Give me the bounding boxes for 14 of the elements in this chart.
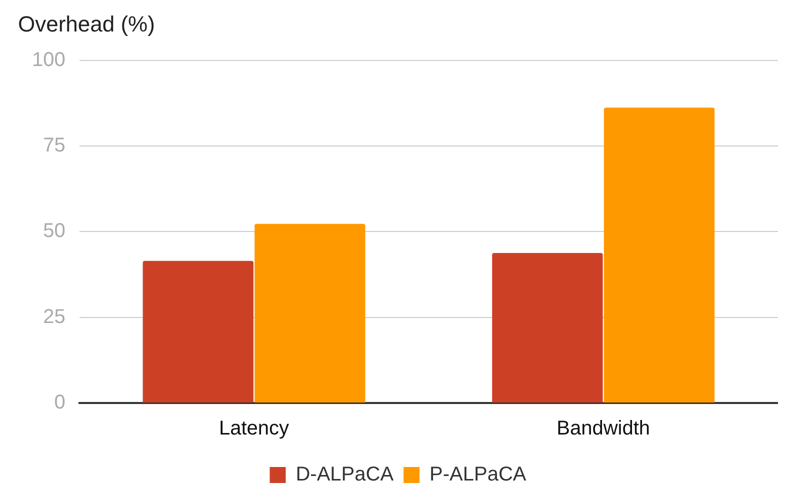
bar bbox=[604, 108, 715, 402]
legend-label: D-ALPaCA bbox=[296, 464, 394, 486]
y-tick-label: 100 bbox=[32, 48, 66, 71]
y-tick-label: 25 bbox=[43, 306, 66, 328]
x-tick-label: Bandwidth bbox=[556, 418, 650, 440]
y-tick-label: 50 bbox=[43, 220, 66, 242]
bar bbox=[142, 260, 254, 402]
y-tick-label: 75 bbox=[43, 134, 66, 157]
x-tick-label: Latency bbox=[218, 418, 290, 440]
bar bbox=[254, 224, 366, 402]
legend-label: P-ALPaCA bbox=[430, 464, 527, 486]
chart-title: Overhead (%) bbox=[18, 11, 155, 36]
bar bbox=[492, 252, 603, 402]
y-tick-label: 0 bbox=[54, 392, 66, 414]
